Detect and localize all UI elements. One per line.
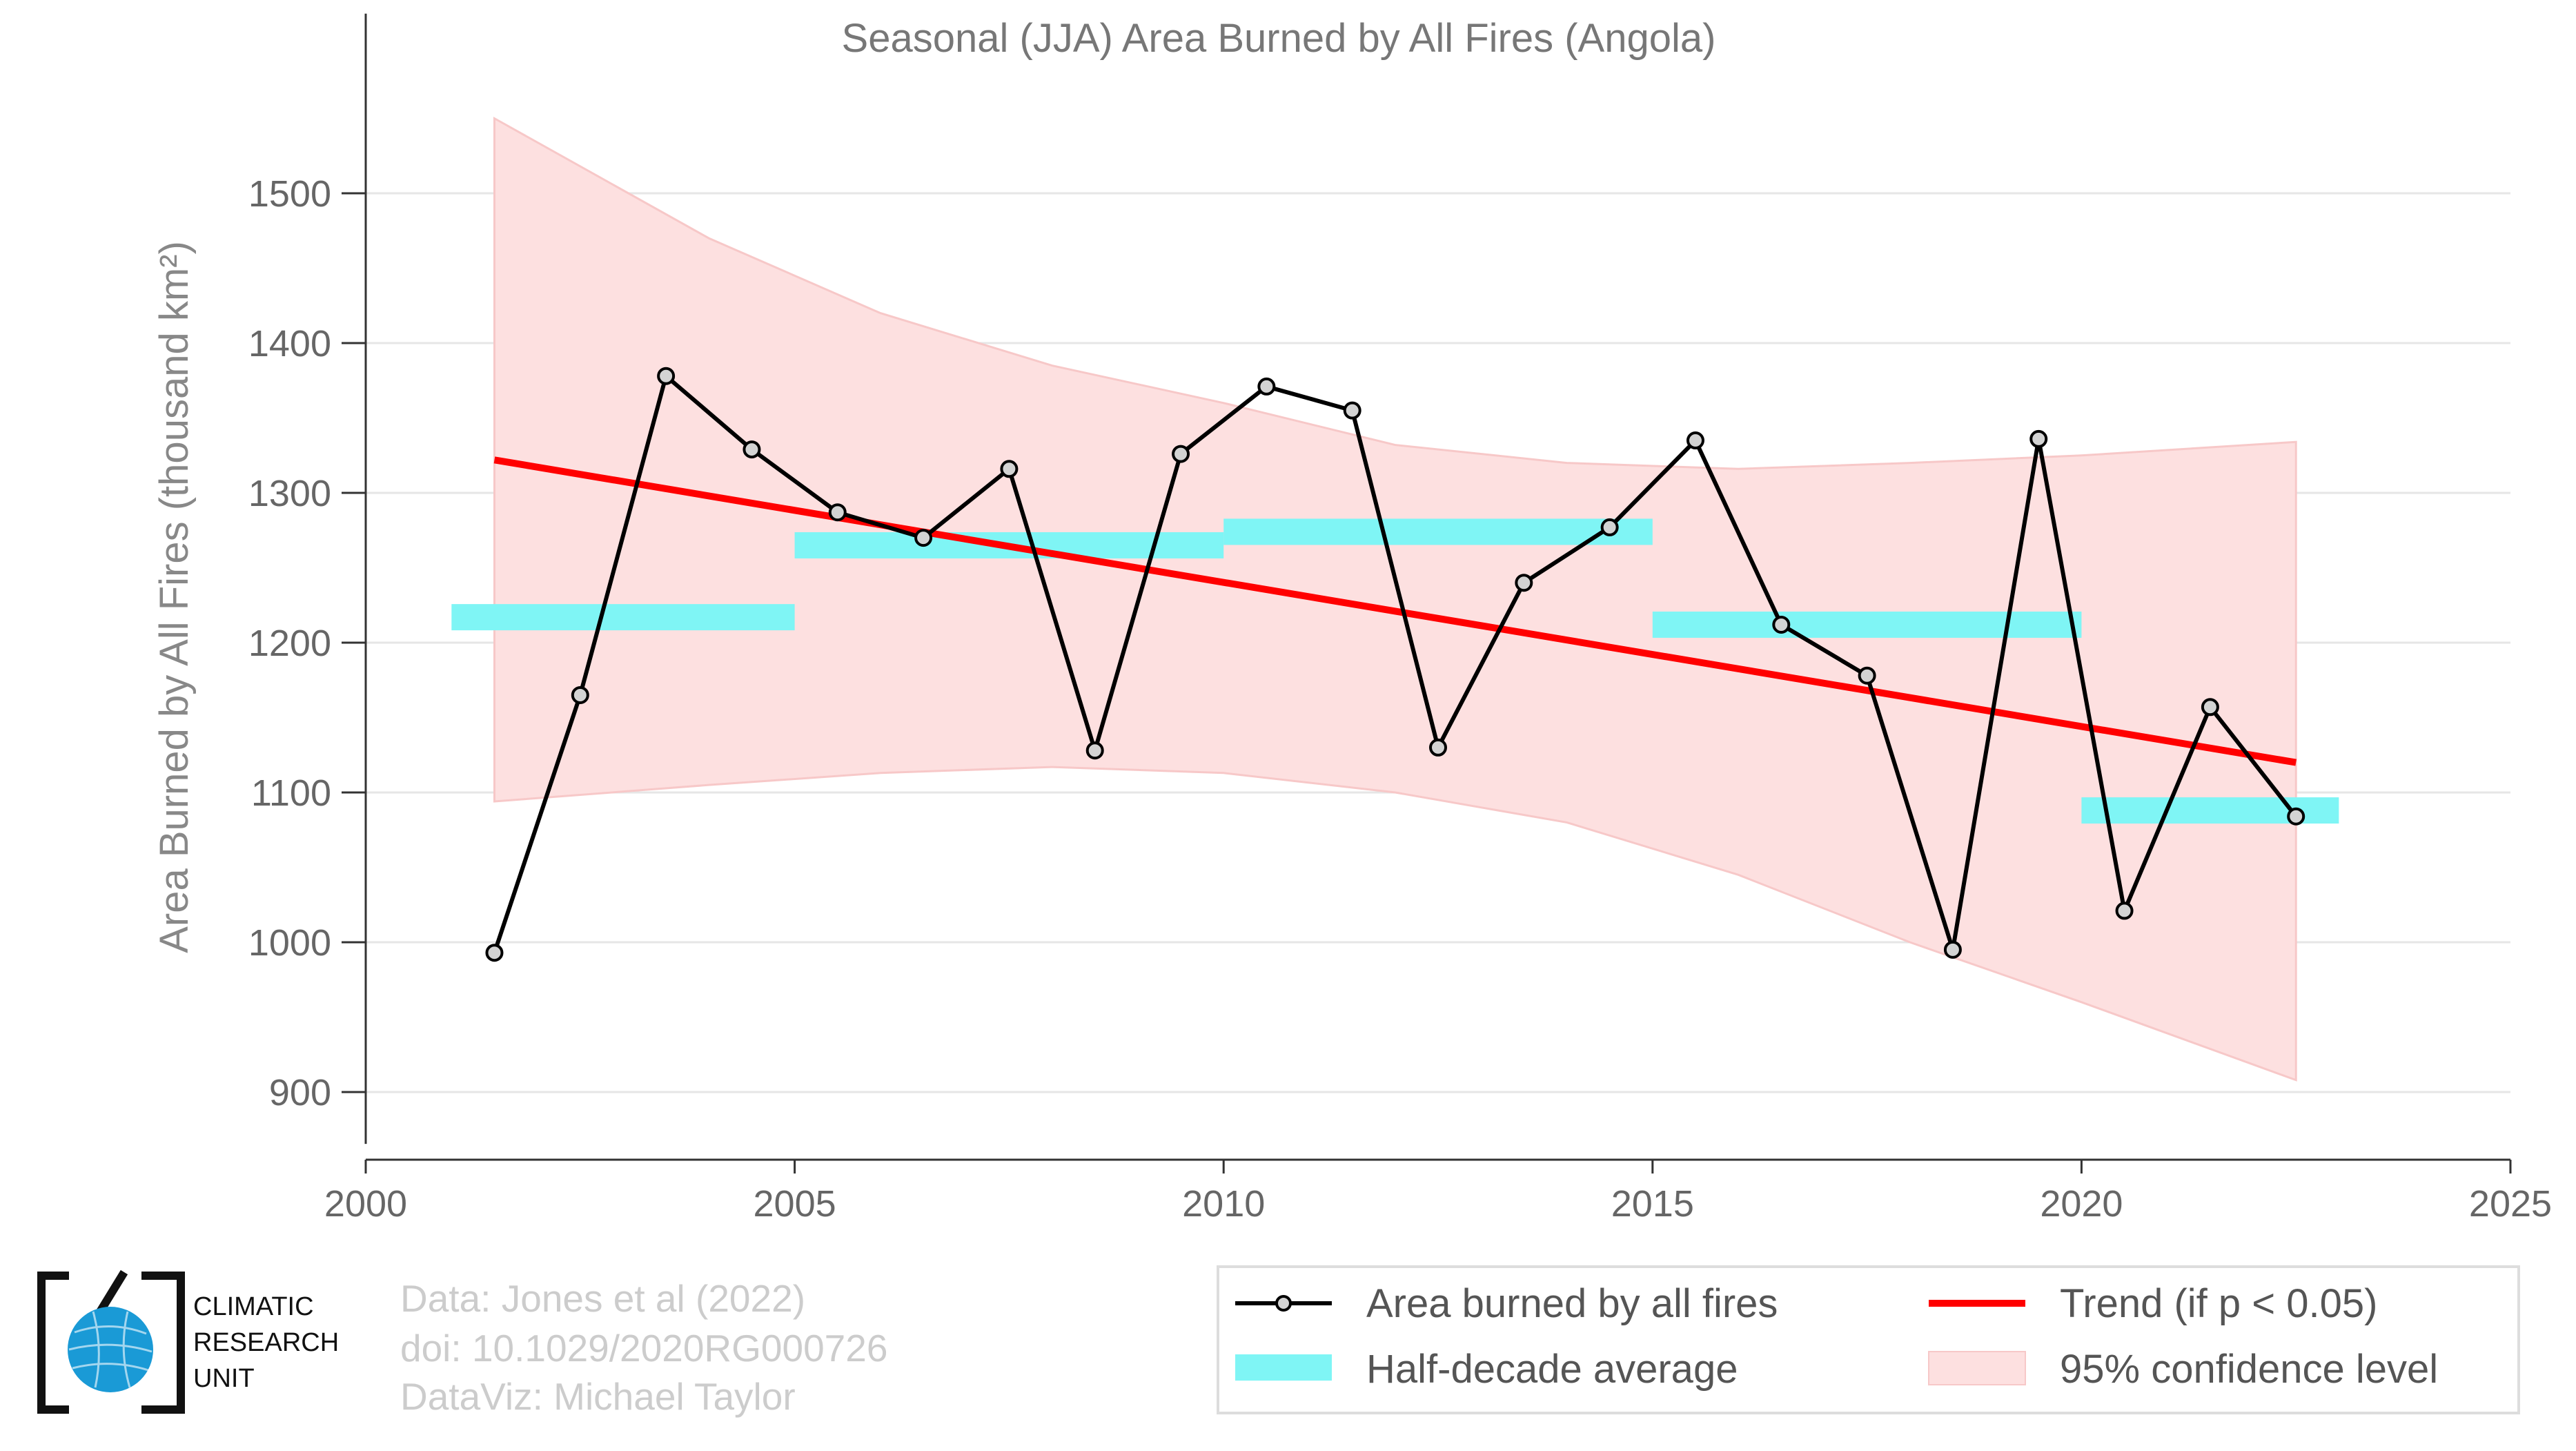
credit-dataviz: DataViz: Michael Taylor (400, 1375, 796, 1418)
y-axis-label: Area Burned by All Fires (thousand km²) (152, 241, 197, 953)
axes (364, 13, 2510, 1161)
data-point-14 (1686, 431, 1704, 450)
logo-text-climatic: CLIMATIC (193, 1292, 314, 1321)
data-point-9 (1257, 377, 1276, 396)
area-burned-series (485, 367, 2305, 962)
data-point-21 (2287, 807, 2305, 826)
x-tick-label-2005: 2005 (754, 1183, 836, 1225)
trend-line (493, 456, 2297, 766)
legend-label-area-burned: Area burned by all fires (1366, 1281, 1778, 1326)
data-point-17 (1943, 940, 1962, 959)
y-tick-label-1200: 1200 (248, 623, 331, 664)
confidence-band (493, 116, 2297, 1082)
legend: Area burned by all fires Half-decade ave… (1217, 1265, 2520, 1414)
credit-doi: doi: 10.1029/2020RG000726 (400, 1327, 887, 1370)
data-point-18 (2029, 429, 2048, 448)
data-point-7 (1085, 741, 1104, 760)
legend-swatch-marker (1275, 1295, 1292, 1312)
x-tick-label-2000: 2000 (324, 1183, 407, 1225)
credits: Data: Jones et al (2022) doi: 10.1029/20… (400, 1277, 887, 1418)
y-tick-label-900: 900 (269, 1072, 331, 1113)
logo-bracket-right (141, 1272, 185, 1414)
data-point-12 (1515, 574, 1533, 592)
data-point-2 (657, 367, 676, 385)
data-point-4 (828, 503, 847, 522)
data-point-5 (914, 529, 933, 547)
y-tick-label-1500: 1500 (248, 173, 331, 215)
legend-item-trend: Trend (if p < 0.05) (1929, 1281, 2377, 1326)
data-point-13 (1600, 518, 1619, 536)
data-point-15 (1772, 615, 1791, 634)
legend-swatch-confidence (1928, 1351, 2026, 1385)
x-tick-label-2025: 2025 (2469, 1183, 2552, 1225)
data-point-19 (2115, 902, 2134, 920)
data-point-6 (1000, 460, 1019, 478)
data-point-10 (1343, 401, 1361, 420)
legend-box (1217, 1265, 2520, 1414)
legend-swatch-half-decade (1235, 1354, 1332, 1381)
cru-logo: CLIMATIC RESEARCH UNIT (37, 1269, 339, 1414)
legend-label-trend: Trend (if p < 0.05) (2060, 1281, 2377, 1326)
y-tick-label-1300: 1300 (248, 473, 331, 514)
confidence-band-area (493, 116, 2297, 1082)
y-tick-label-1000: 1000 (248, 922, 331, 964)
data-point-16 (1858, 666, 1876, 685)
half-decade-bar-2 (1223, 518, 1653, 545)
chart-title: Seasonal (JJA) Area Burned by All Fires … (842, 16, 1716, 61)
data-point-20 (2201, 698, 2219, 717)
x-tick-label-2010: 2010 (1182, 1183, 1265, 1225)
area-burned-line (492, 372, 2298, 954)
x-axis-ticks: 2000 2005 2010 2015 2020 2025 (324, 1160, 2552, 1225)
y-tick-label-1100: 1100 (251, 772, 331, 814)
legend-item-area-burned: Area burned by all fires (1235, 1281, 1778, 1326)
half-decade-bar-0 (451, 604, 795, 631)
half-decade-bar-3 (1652, 611, 2082, 638)
globe-lines (68, 1311, 153, 1388)
legend-item-confidence: 95% confidence level (1928, 1347, 2438, 1392)
logo-text-unit: UNIT (193, 1364, 255, 1393)
x-tick-label-2015: 2015 (1611, 1183, 1694, 1225)
data-point-8 (1172, 445, 1190, 463)
y-tick-label-1400: 1400 (248, 323, 331, 364)
data-point-11 (1429, 738, 1447, 757)
legend-item-half-decade: Half-decade average (1235, 1347, 1738, 1392)
legend-label-confidence: 95% confidence level (2060, 1347, 2438, 1392)
trend-line-path (493, 456, 2297, 766)
logo-bracket-left (37, 1272, 69, 1414)
legend-label-half-decade: Half-decade average (1366, 1347, 1738, 1392)
data-point-1 (571, 685, 589, 704)
logo-text-research: RESEARCH (193, 1328, 339, 1357)
credit-data-source: Data: Jones et al (2022) (400, 1277, 805, 1320)
data-point-0 (485, 944, 504, 962)
data-point-3 (743, 440, 761, 459)
x-tick-label-2020: 2020 (2040, 1183, 2123, 1225)
y-axis-ticks: 900 1000 1100 1200 1300 1400 1500 (248, 173, 366, 1113)
